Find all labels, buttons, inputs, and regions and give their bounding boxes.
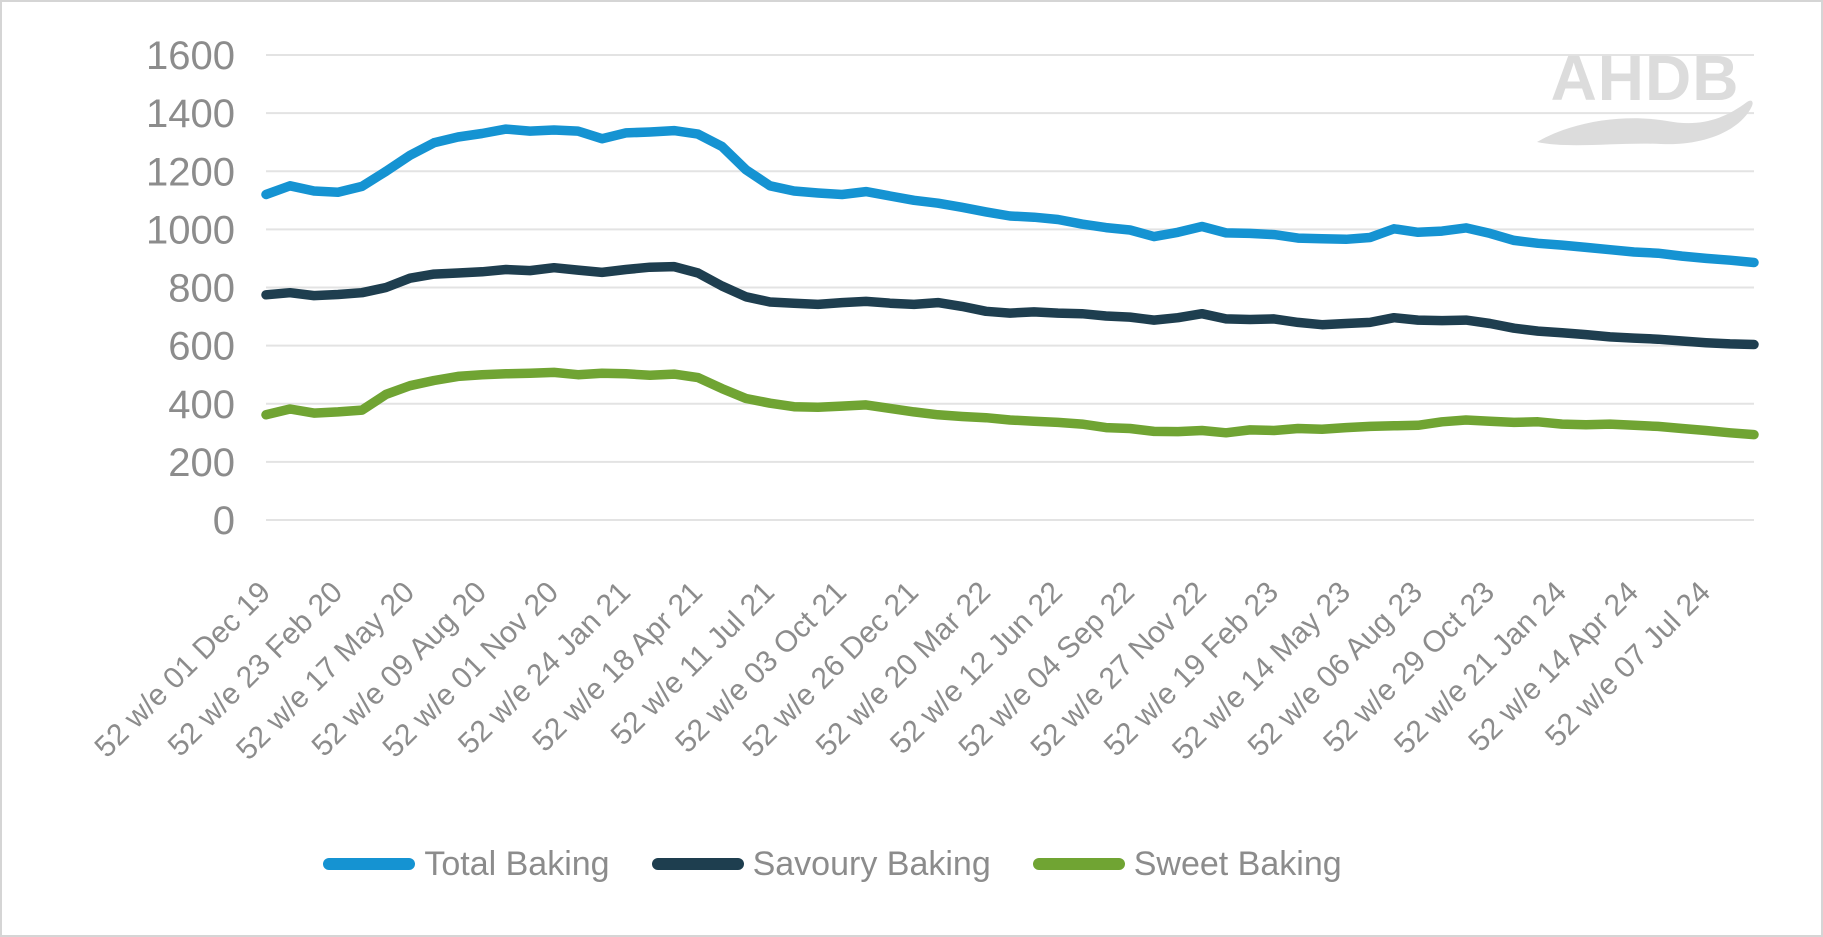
y-tick-label: 200 [168,441,235,485]
y-tick-label: 600 [168,325,235,369]
y-tick-label: 1600 [146,34,235,78]
series-line-total-baking [261,124,1759,268]
y-tick-label: 1000 [146,208,235,252]
legend-item-savoury-baking: Savoury Baking [651,845,991,883]
legend-marker-total-baking [323,858,416,870]
series-line-sweet-baking [261,367,1759,440]
y-tick-label: 1200 [146,150,235,194]
legend: Total Baking Savoury Baking Sweet Baking [2,847,1821,881]
y-tick-label: 0 [213,499,235,543]
legend-marker-savoury-baking [651,858,744,870]
series-line-savoury-baking [261,261,1759,350]
y-tick-label: 800 [168,267,235,311]
legend-label-total-baking: Total Baking [424,845,610,883]
y-tick-label: 1400 [146,92,235,136]
legend-marker-sweet-baking [1032,858,1125,870]
legend-label-savoury-baking: Savoury Baking [752,845,991,883]
legend-items: Total Baking Savoury Baking Sweet Baking [323,845,1342,883]
y-tick-label: 400 [168,383,235,427]
y-axis-labels: 0 200 400 600 800 1000 1200 1400 1600 [146,34,235,543]
legend-label-sweet-baking: Sweet Baking [1133,845,1342,883]
series-lines [261,124,1759,440]
gridlines [266,54,1754,521]
legend-item-total-baking: Total Baking [323,845,610,883]
legend-item-sweet-baking: Sweet Baking [1032,845,1342,883]
